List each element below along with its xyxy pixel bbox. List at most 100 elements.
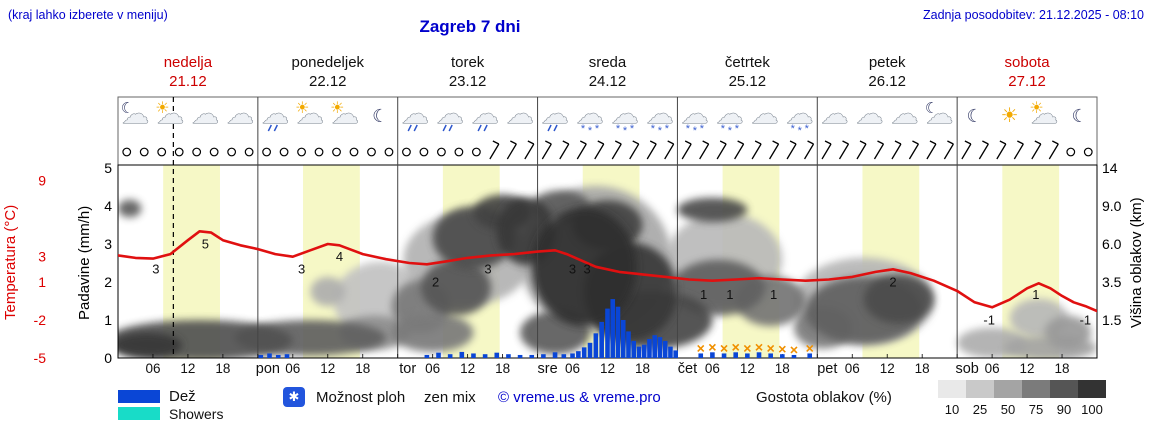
precip-bar	[780, 354, 785, 358]
weather-icon: ☁	[856, 99, 884, 130]
svg-text:☀: ☀	[155, 100, 169, 117]
day-header-petek: petek 26.12	[868, 54, 906, 90]
precip-bar	[657, 337, 663, 358]
wind-barb-symbol	[559, 140, 570, 160]
day-headers: nedelja 21.12 ponedeljek 22.12 torek 23.12 sre…	[0, 0, 1152, 96]
wind-barb-symbol	[524, 140, 535, 160]
legend-chance-label: Možnost ploh	[316, 389, 406, 406]
svg-text:9.0: 9.0	[1102, 198, 1122, 214]
svg-text:☁: ☁	[646, 99, 673, 129]
svg-text:☁: ☁	[192, 99, 219, 129]
density-value: 75	[1028, 402, 1044, 417]
density-swatch	[994, 380, 1022, 398]
svg-text:6.0: 6.0	[1102, 236, 1122, 252]
precip-bar	[541, 354, 546, 358]
svg-text:☀: ☀	[1001, 105, 1019, 127]
x-tick-label: sre	[537, 361, 557, 377]
weather-icon: ☁	[226, 99, 254, 130]
weather-icon: ☀☁	[330, 99, 359, 130]
x-tick-label: 18	[915, 361, 930, 376]
calm-circle-symbol	[454, 147, 464, 157]
precip-bar	[641, 344, 647, 358]
temp-point-label: 4	[336, 249, 343, 264]
temp-point-label: 3	[569, 262, 576, 277]
precip-bar	[424, 354, 430, 358]
svg-text:*: *	[665, 123, 670, 135]
temp-point-label: -1	[1080, 312, 1092, 327]
x-tick-label: 06	[845, 361, 860, 376]
precip-bar	[570, 353, 575, 358]
wind-barb-symbol	[751, 140, 762, 160]
svg-text:*: *	[630, 123, 635, 135]
precip-bar	[615, 306, 621, 358]
svg-text:☁: ☁	[577, 99, 604, 129]
day-header-nedelja: nedelja 21.12	[163, 54, 213, 90]
weather-icon: ☀	[1001, 105, 1019, 127]
precip-bar	[698, 353, 704, 358]
svg-text:1: 1	[38, 274, 46, 290]
svg-text:☁: ☁	[297, 99, 324, 129]
svg-text:*: *	[721, 123, 726, 135]
calm-circle-symbol	[174, 147, 184, 157]
x-tick-label: 18	[775, 361, 790, 376]
weather-icon: ☾☁	[925, 99, 954, 130]
day-header-torek: torek 23.12	[448, 54, 487, 90]
precip-bar	[647, 339, 652, 358]
temp-point-label: 5	[202, 236, 209, 251]
precip-bar	[610, 299, 616, 358]
temp-point-label: 2	[889, 274, 896, 289]
svg-text:☁: ☁	[681, 99, 708, 129]
x-tick-label: 06	[985, 361, 1000, 376]
calm-circle-symbol	[384, 147, 394, 157]
cloud-blob	[677, 197, 748, 222]
cloud-shading	[118, 185, 1097, 358]
precip-bar	[605, 308, 610, 358]
cloud-blob	[421, 259, 491, 316]
svg-text:*: *	[728, 125, 733, 137]
calm-circle-symbol	[332, 147, 341, 157]
x-tick-label: 12	[880, 361, 895, 376]
temp-point-label: 1	[770, 287, 777, 302]
svg-text:*: *	[658, 125, 663, 137]
precip-bar	[710, 352, 715, 358]
wind-barb-symbol	[576, 140, 587, 160]
calm-circle-symbol	[279, 147, 289, 157]
density-value: 90	[1056, 402, 1072, 417]
precip-bar	[733, 352, 739, 358]
wind-barb-symbol	[1048, 140, 1059, 160]
weather-icon: ☁	[191, 99, 219, 130]
weather-icon: ☁* * *	[611, 99, 639, 138]
precip-bar	[581, 347, 587, 358]
wind-symbols-row	[122, 140, 1093, 160]
weather-icon: ☾☁	[121, 99, 150, 130]
svg-text:☾: ☾	[372, 106, 388, 126]
precip-bar	[807, 353, 813, 358]
svg-text:☁: ☁	[157, 99, 184, 129]
x-tick-label: 18	[355, 361, 370, 376]
calm-circle-symbol	[227, 147, 237, 157]
weather-icon: ☁	[401, 99, 429, 132]
wind-barb-symbol	[646, 140, 657, 160]
x-tick-label: 18	[215, 361, 230, 376]
svg-text:0: 0	[104, 350, 112, 366]
copyright-link[interactable]: © vreme.us & vreme.pro	[498, 389, 661, 406]
svg-text:*: *	[588, 125, 593, 137]
svg-text:☁: ☁	[507, 99, 534, 129]
svg-text:☁: ☁	[786, 99, 813, 129]
calm-circle-symbol	[1083, 147, 1093, 157]
calm-circle-symbol	[209, 147, 219, 157]
svg-text:*: *	[735, 123, 740, 135]
weather-icon: ☁	[506, 99, 534, 130]
wind-barb-symbol	[611, 140, 622, 160]
precip-bar	[626, 331, 631, 358]
temp-point-label: 3	[484, 262, 491, 277]
svg-text:☁: ☁	[262, 99, 289, 129]
wind-barb-symbol	[506, 140, 517, 160]
wind-barb-symbol	[541, 140, 552, 160]
wind-barb-symbol	[1031, 140, 1042, 160]
svg-text:☁: ☁	[611, 99, 638, 129]
svg-text:14: 14	[1102, 160, 1118, 176]
wind-barb-symbol	[996, 140, 1007, 160]
